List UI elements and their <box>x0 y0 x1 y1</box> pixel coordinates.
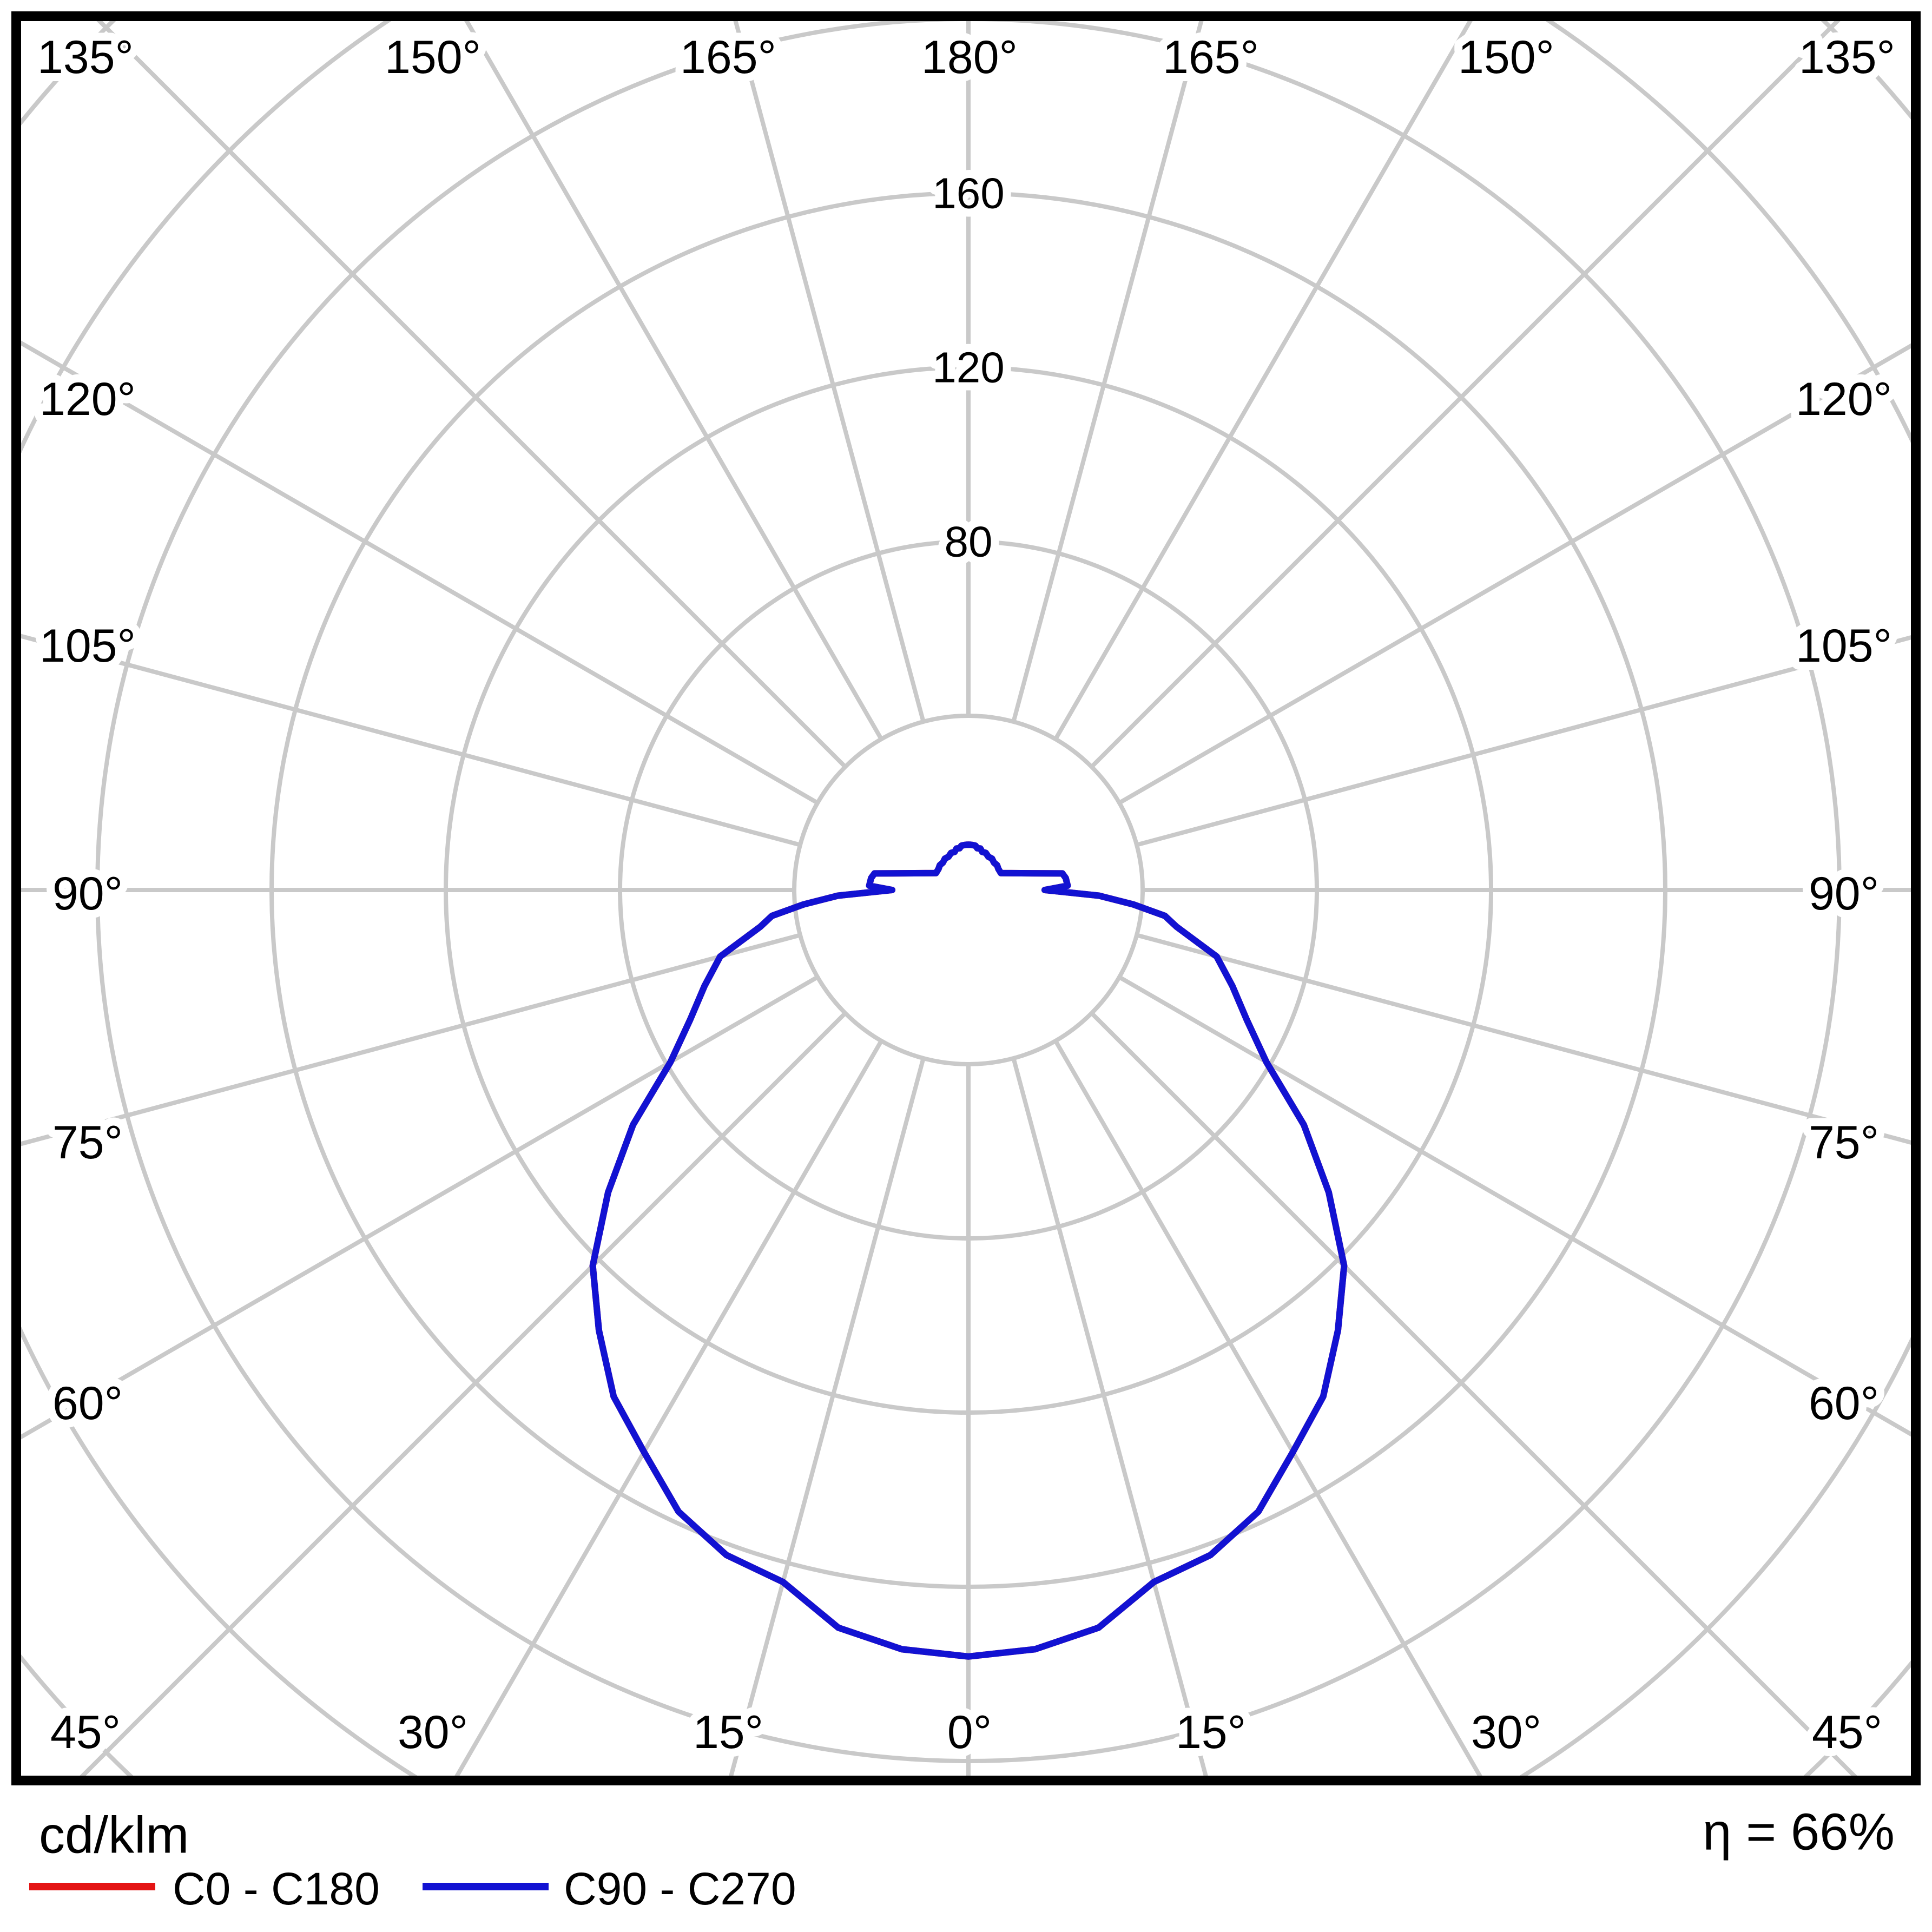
angle-label: 120° <box>39 373 136 425</box>
angle-label: 15° <box>1176 1706 1246 1758</box>
grid-radial-line <box>21 933 801 1146</box>
angle-label: 0° <box>947 1706 992 1758</box>
angle-label: 105° <box>39 620 136 672</box>
angle-label: 75° <box>52 1117 123 1169</box>
ring-value-label: 160 <box>932 169 1004 217</box>
angle-label: 165° <box>680 31 776 83</box>
efficiency-label: η = 66% <box>1703 1803 1895 1861</box>
grid-radial-line <box>21 634 801 847</box>
legend: cd/klm η = 66% C0 - C180 C90 - C270 <box>29 1803 1895 1914</box>
angle-label: 90° <box>52 868 123 920</box>
angle-label: 120° <box>1796 373 1892 425</box>
grid-radial-line <box>729 1057 926 1776</box>
angle-label: 45° <box>50 1706 121 1758</box>
grid-radial-line <box>21 340 819 805</box>
grid-radial-line <box>1136 635 1911 847</box>
grid-radial-line <box>1136 933 1911 1145</box>
grid-radial-line <box>464 21 883 741</box>
angle-label: 180° <box>921 31 1018 83</box>
ring-value-label: 120 <box>932 344 1004 392</box>
grid-radial-line <box>1118 975 1911 1437</box>
angle-label: 150° <box>1458 31 1554 83</box>
angle-label: 15° <box>693 1706 763 1758</box>
plot-frame <box>11 11 1921 1785</box>
angle-label: 150° <box>385 31 481 83</box>
angle-label: 135° <box>37 31 134 83</box>
angle-label: 90° <box>1809 868 1879 920</box>
grid-radial-line <box>96 21 847 769</box>
grid-radial-line <box>80 1011 847 1776</box>
legend-swatch-c90-c270 <box>423 1883 549 1890</box>
angle-label: 60° <box>1809 1377 1879 1429</box>
grid-radial-line <box>21 975 819 1440</box>
grid-radial-line <box>1053 21 1473 741</box>
grid-radial-line <box>1090 1011 1857 1776</box>
angle-label: 60° <box>52 1377 123 1429</box>
grid-radial-line <box>1090 21 1841 769</box>
angle-label: 45° <box>1812 1706 1882 1758</box>
angle-label: 75° <box>1809 1117 1879 1169</box>
legend-swatch-c0-c180 <box>29 1883 155 1890</box>
grid-radial-line <box>454 1039 883 1776</box>
legend-label-c0-c180: C0 - C180 <box>173 1863 380 1914</box>
unit-label: cd/klm <box>39 1806 189 1864</box>
angle-label: 135° <box>1799 31 1895 83</box>
angle-label: 30° <box>1471 1706 1541 1758</box>
ring-value-label: 80 <box>945 518 993 566</box>
legend-label-c90-c270: C90 - C270 <box>564 1863 796 1914</box>
angle-label: 165° <box>1163 31 1259 83</box>
grid-radial-line <box>733 21 926 723</box>
grid-radial-line <box>1011 1057 1208 1776</box>
axis-labels: 80 120 160 180° 165° 165° 150° 150° 135° 135° 120°… <box>29 23 1903 1766</box>
distribution-curves <box>589 841 1348 1660</box>
angle-label: 30° <box>398 1706 468 1758</box>
grid-radial-line <box>1053 1039 1482 1776</box>
curve-c90-c270 <box>589 841 1348 1660</box>
grid-radial-line <box>1011 21 1204 723</box>
angle-label: 105° <box>1796 620 1892 672</box>
grid-radial-line <box>1118 343 1911 805</box>
